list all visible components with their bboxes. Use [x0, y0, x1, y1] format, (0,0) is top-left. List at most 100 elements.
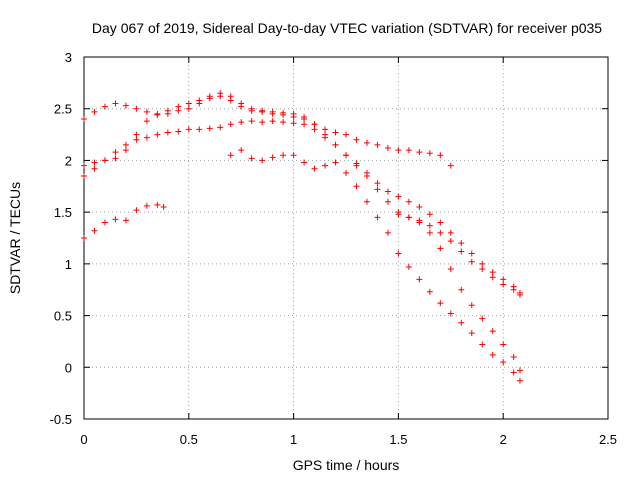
data-point	[91, 165, 98, 172]
data-point	[248, 155, 255, 162]
data-point	[112, 100, 119, 107]
x-axis-label: GPS time / hours	[293, 457, 400, 473]
data-point	[301, 113, 308, 120]
x-tick-label: 0	[80, 432, 87, 447]
data-point	[269, 154, 276, 161]
data-point	[384, 198, 391, 205]
data-point	[343, 131, 349, 138]
y-tick-label: 2	[65, 153, 72, 168]
data-point	[384, 145, 391, 152]
x-tick-label: 1.5	[389, 432, 407, 447]
data-point	[437, 219, 444, 226]
data-point	[332, 129, 339, 136]
y-tick-label: 3	[65, 50, 72, 65]
data-point	[416, 149, 423, 156]
data-point	[374, 214, 381, 221]
data-point	[510, 286, 517, 293]
data-point	[101, 219, 108, 226]
data-point	[143, 134, 150, 141]
data-point	[154, 201, 161, 208]
data-point	[112, 216, 119, 223]
data-point	[447, 162, 454, 169]
data-point	[384, 188, 391, 195]
data-point	[332, 159, 339, 166]
data-point	[395, 250, 402, 257]
data-point	[101, 103, 108, 110]
data-point	[143, 118, 150, 125]
data-point	[185, 126, 192, 133]
data-point	[489, 351, 496, 358]
plot-frame	[83, 56, 609, 420]
data-point	[437, 245, 444, 252]
data-point	[311, 121, 318, 128]
data-point	[269, 118, 276, 125]
data-point	[479, 260, 486, 267]
data-point	[395, 193, 402, 200]
data-point	[301, 121, 308, 128]
data-point	[516, 367, 523, 374]
data-point	[311, 126, 318, 133]
data-point	[516, 291, 523, 298]
data-point	[343, 152, 349, 159]
data-point	[133, 131, 140, 138]
data-point	[290, 110, 297, 117]
data-point	[185, 105, 192, 112]
data-point	[154, 131, 161, 138]
data-point	[405, 147, 412, 154]
x-tick-label: 2.5	[599, 432, 617, 447]
data-point	[206, 93, 213, 100]
data-point	[122, 141, 129, 148]
data-point	[175, 103, 182, 110]
y-tick-label: 0	[65, 360, 72, 375]
data-point	[91, 159, 98, 166]
data-point	[395, 211, 402, 218]
data-point	[238, 100, 245, 107]
y-tick-label: 2.5	[54, 102, 72, 117]
data-point	[374, 141, 381, 148]
x-tick-label: 0.5	[180, 432, 198, 447]
data-point	[217, 90, 224, 97]
data-point	[227, 152, 234, 159]
data-point	[489, 328, 496, 335]
data-point	[322, 162, 329, 169]
data-point	[426, 288, 433, 295]
data-point	[510, 353, 517, 360]
data-point	[374, 180, 381, 187]
data-point	[81, 116, 87, 123]
data-point	[301, 159, 308, 166]
data-point	[133, 207, 140, 214]
data-series	[227, 147, 523, 384]
data-point	[468, 250, 475, 257]
data-series	[81, 201, 167, 241]
data-point	[280, 119, 287, 126]
data-point	[363, 139, 370, 146]
data-point	[248, 105, 255, 112]
data-point	[405, 214, 412, 221]
x-tick-label: 2	[500, 432, 507, 447]
data-point	[154, 110, 161, 117]
data-point	[458, 248, 465, 255]
data-point	[290, 152, 297, 159]
data-series	[81, 118, 523, 298]
data-point	[447, 266, 454, 273]
data-point	[259, 157, 266, 164]
data-point	[374, 186, 381, 193]
data-point	[437, 152, 444, 159]
data-point	[405, 198, 412, 205]
data-point	[133, 136, 140, 143]
data-point	[516, 377, 523, 384]
data-point	[332, 141, 339, 148]
data-point	[217, 124, 224, 131]
data-point	[500, 276, 507, 283]
data-point	[238, 119, 245, 126]
data-point	[343, 169, 349, 176]
data-point	[437, 229, 444, 236]
data-point	[363, 198, 370, 205]
data-point	[479, 315, 486, 322]
data-point	[395, 147, 402, 154]
data-point	[500, 341, 507, 348]
data-point	[206, 125, 213, 132]
data-point	[384, 229, 391, 236]
data-point	[160, 203, 167, 210]
